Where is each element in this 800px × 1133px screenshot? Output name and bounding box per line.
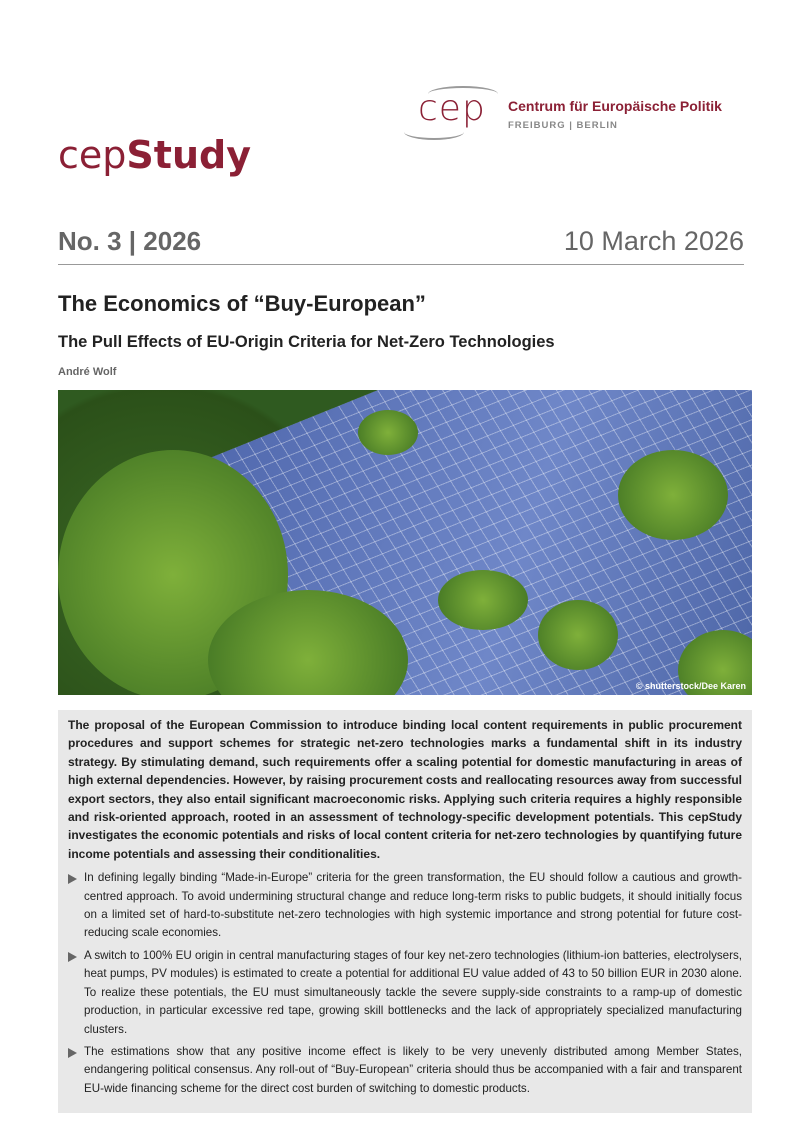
issue-number: No. 3 | 2026 xyxy=(58,226,202,256)
abstract: The proposal of the European Commission … xyxy=(68,718,742,861)
publication-date: 10 March 2026 xyxy=(563,226,744,256)
summary-box: The proposal of the European Commission … xyxy=(58,710,752,1113)
cover-photo-solar-panels-forest: © shutterstock/Dee Karen xyxy=(58,390,752,695)
photo-credit: © shutterstock/Dee Karen xyxy=(635,681,746,691)
finding-text: In defining legally binding “Made-in-Eur… xyxy=(84,871,742,940)
tree xyxy=(358,410,418,455)
series-brand: cepStudy xyxy=(58,133,251,177)
author: André Wolf xyxy=(58,366,117,378)
tree xyxy=(538,600,618,670)
page-title: The Economics of “Buy-European” xyxy=(58,291,426,316)
tree xyxy=(208,590,408,695)
finding-text: A switch to 100% EU origin in central ma… xyxy=(84,948,742,1036)
triangle-bullet-icon xyxy=(68,1047,77,1058)
logo-name: Centrum für Europäische Politik xyxy=(508,98,722,114)
logo-cities: FREIBURG | BERLIN xyxy=(508,120,618,131)
key-findings: In defining legally binding “Made-in-Eur… xyxy=(68,869,742,1098)
page-subtitle: The Pull Effects of EU-Origin Criteria f… xyxy=(58,333,555,351)
finding-text: The estimations show that any positive i… xyxy=(84,1044,742,1095)
tree xyxy=(678,630,752,695)
finding-item: A switch to 100% EU origin in central ma… xyxy=(68,947,742,1039)
brand-prefix: cep xyxy=(58,133,127,177)
logo-arc-top xyxy=(428,86,498,102)
tree xyxy=(438,570,528,630)
tree xyxy=(618,450,728,540)
logo-arc-bottom xyxy=(404,124,464,140)
triangle-bullet-icon xyxy=(68,874,77,885)
cep-logo: cep Centrum für Europäische Politik FREI… xyxy=(400,84,750,144)
divider xyxy=(58,264,744,265)
brand-suffix: Study xyxy=(126,133,251,177)
logo-mark: cep xyxy=(418,88,486,129)
triangle-bullet-icon xyxy=(68,951,77,962)
finding-item: In defining legally binding “Made-in-Eur… xyxy=(68,869,742,943)
finding-item: The estimations show that any positive i… xyxy=(68,1043,742,1098)
